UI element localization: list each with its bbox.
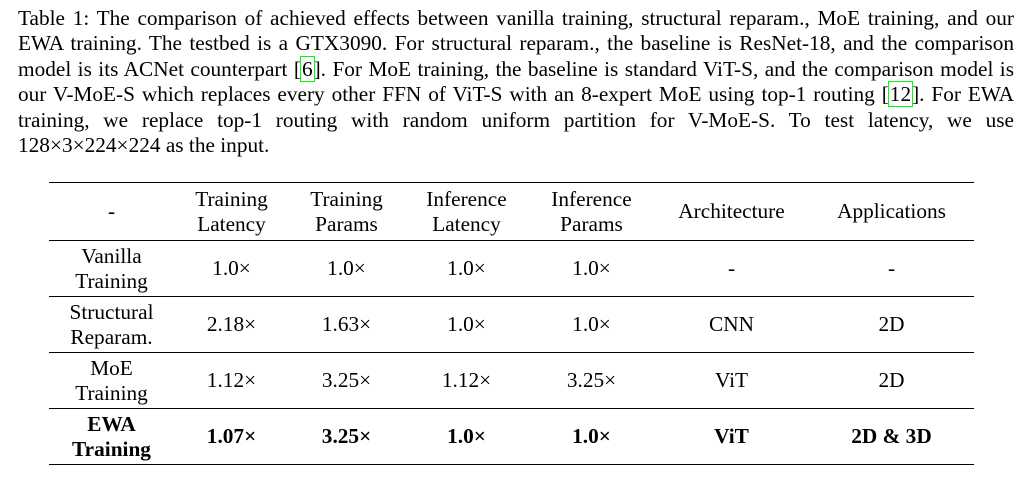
cell-architecture: ViT (654, 352, 809, 409)
row-label: Vanilla Training (49, 240, 174, 297)
cell-training-params: 1.63× (289, 296, 404, 353)
caption-text-4: as the input. (160, 133, 270, 158)
cell-inference-latency: 1.0× (404, 240, 529, 297)
cell-training-params: 3.25× (289, 408, 404, 465)
header-architecture: Architecture (654, 182, 809, 241)
citation-link-12[interactable]: 12 (887, 81, 914, 108)
header-inference-params: Inference Params (529, 182, 654, 241)
comparison-table: - Training Latency Training Params Inferen… (49, 182, 974, 465)
row-label: MoE Training (49, 352, 174, 409)
row-label: Structural Reparam. (49, 296, 174, 353)
cell-training-params: 3.25× (289, 352, 404, 409)
cell-applications: - (809, 240, 974, 297)
cell-architecture: CNN (654, 296, 809, 353)
caption-text-2: ]. For MoE training, the baseline is sta… (18, 56, 1014, 107)
cell-applications: 2D (809, 352, 974, 409)
header-method: - (49, 182, 174, 241)
cell-training-latency: 1.07× (174, 408, 289, 465)
cell-inference-latency: 1.12× (404, 352, 529, 409)
row-label: EWA Training (49, 408, 174, 465)
table-row-moe: MoE Training 1.12× 3.25× 1.12× 3.25× ViT … (49, 352, 974, 409)
header-inference-latency: Inference Latency (404, 182, 529, 241)
cell-training-params: 1.0× (289, 240, 404, 297)
header-applications: Applications (809, 182, 974, 241)
cell-architecture: ViT (654, 408, 809, 465)
cell-architecture: - (654, 240, 809, 297)
table-row-ewa: EWA Training 1.07× 3.25× 1.0× 1.0× ViT 2D… (49, 408, 974, 465)
cell-applications: 2D (809, 296, 974, 353)
citation-link-6[interactable]: 6 (299, 55, 315, 82)
cell-inference-params: 1.0× (529, 296, 654, 353)
table-row-structural-reparam: Structural Reparam. 2.18× 1.63× 1.0× 1.0×… (49, 296, 974, 353)
caption-text-1: Table 1: The comparison of achieved effe… (18, 6, 1014, 81)
cell-inference-params: 1.0× (529, 240, 654, 297)
caption-text-3: ]. For EWA training, we replace top-1 ro… (18, 82, 1015, 132)
table-row-vanilla: Vanilla Training 1.0× 1.0× 1.0× 1.0× - - (49, 240, 974, 297)
cell-inference-params: 3.25× (529, 352, 654, 409)
cell-training-latency: 2.18× (174, 296, 289, 353)
cell-inference-latency: 1.0× (404, 408, 529, 465)
table-caption: Table 1: The comparison of achieved effe… (18, 6, 1014, 158)
cell-training-latency: 1.0× (174, 240, 289, 297)
input-shape-math: 128×3×224×224 (18, 133, 161, 158)
table-header-row: - Training Latency Training Params Inferen… (49, 182, 974, 241)
cell-applications: 2D & 3D (809, 408, 974, 465)
header-training-params: Training Params (289, 182, 404, 241)
cell-inference-latency: 1.0× (404, 296, 529, 353)
header-training-latency: Training Latency (174, 182, 289, 241)
cell-inference-params: 1.0× (529, 408, 654, 465)
cell-training-latency: 1.12× (174, 352, 289, 409)
